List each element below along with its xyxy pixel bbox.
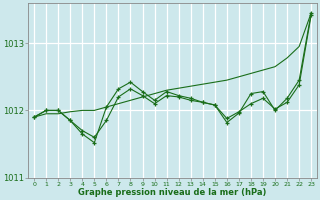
X-axis label: Graphe pression niveau de la mer (hPa): Graphe pression niveau de la mer (hPa) bbox=[78, 188, 267, 197]
